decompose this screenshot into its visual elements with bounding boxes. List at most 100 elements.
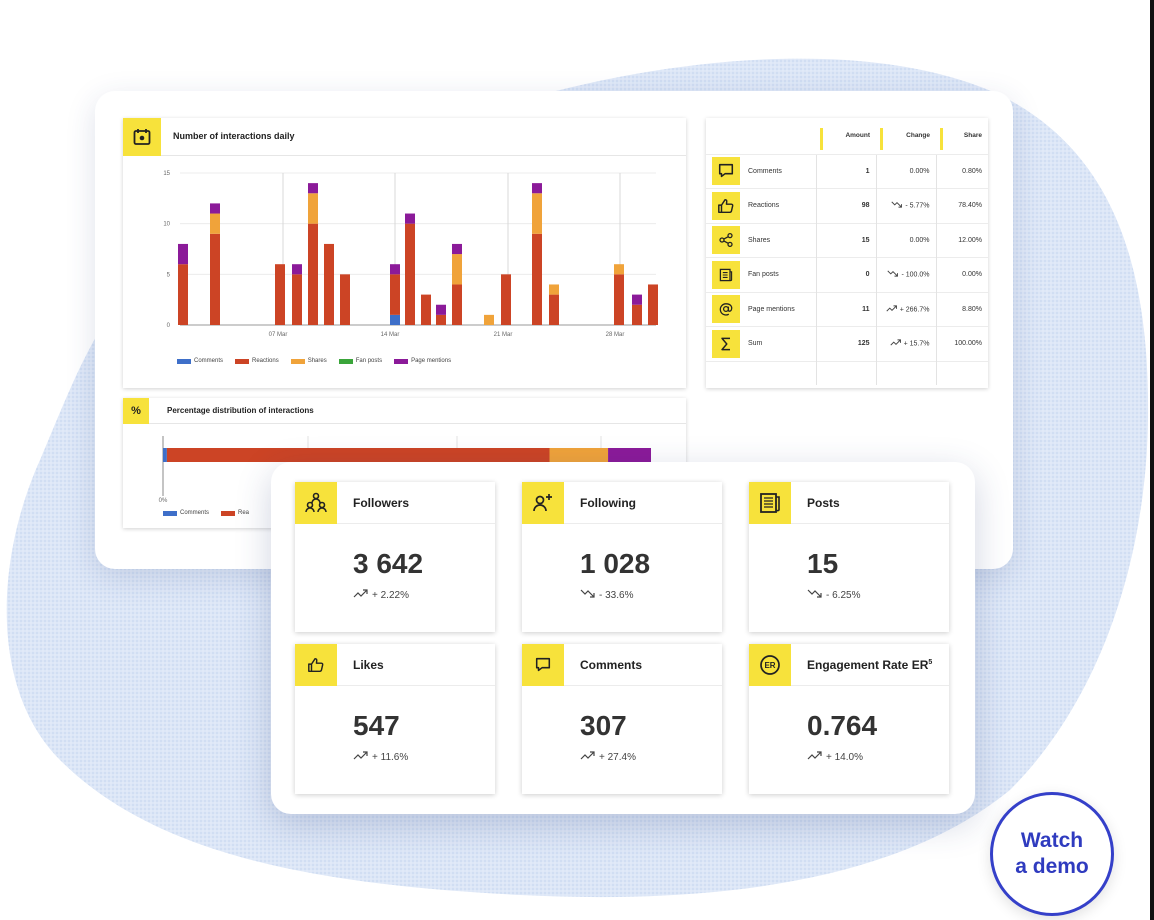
bar-segment xyxy=(292,264,302,275)
bar-segment xyxy=(549,448,609,462)
kpi-header: Followers xyxy=(295,482,495,524)
legend-item: Fan posts xyxy=(338,358,382,364)
sigma-icon xyxy=(712,329,740,358)
bar-segment xyxy=(275,264,285,325)
table-header: Change xyxy=(876,118,936,154)
bar-segment xyxy=(532,193,542,234)
change-cell: + 15.7% xyxy=(875,326,936,361)
kpi-value: 0.764 xyxy=(807,710,878,741)
bar-segment xyxy=(178,243,188,265)
x-tick-label: 07 Mar xyxy=(269,332,288,338)
kpi-value: 15 xyxy=(807,548,839,579)
share-cell: 78.40% xyxy=(935,188,988,223)
thumbs-up-icon xyxy=(712,191,740,220)
table-row: Reactions 98- 5.77% 78.40% xyxy=(706,188,988,223)
kpi-header: Following xyxy=(522,482,722,524)
kpi-change: - 6.25% xyxy=(807,589,860,601)
trend-down-icon xyxy=(887,269,899,280)
comment-icon xyxy=(522,644,564,686)
kpi-title: Comments xyxy=(580,658,643,672)
table-header: Share xyxy=(936,118,988,154)
trend-up-icon xyxy=(353,751,369,763)
legend-item: Page mentions xyxy=(394,358,451,364)
kpi-change: - 33.6% xyxy=(580,589,633,601)
bar-segment xyxy=(452,254,462,285)
trend-up-icon xyxy=(580,751,596,763)
watch-demo-button[interactable]: Watch a demo xyxy=(990,792,1114,916)
at-sign-icon xyxy=(712,295,740,324)
x-tick-label: 14 Mar xyxy=(381,332,400,338)
row-label: Sum xyxy=(748,340,763,348)
share-cell: 100.00% xyxy=(935,326,988,361)
y-tick-label: 15 xyxy=(163,171,170,177)
bar-segment xyxy=(452,284,462,325)
kpi-title: Engagement Rate ER5 xyxy=(807,658,933,672)
bar-segment xyxy=(614,274,624,325)
amount-cell: 0 xyxy=(815,257,876,292)
change-cell: - 5.77% xyxy=(875,188,936,223)
calendar-icon xyxy=(123,118,161,156)
x-tick-label: 0% xyxy=(159,498,168,504)
er-icon: ER xyxy=(749,644,791,686)
panel-header: % Percentage distribution of interaction… xyxy=(123,398,686,424)
bar-segment xyxy=(308,193,318,224)
table-row: Comments 1 0.00% 0.80% xyxy=(706,153,988,189)
legend-item: Shares xyxy=(290,358,327,364)
amount-cell: 125 xyxy=(815,326,876,361)
kpi-value: 3 642 xyxy=(353,548,424,579)
demo-label: a demo xyxy=(1015,855,1089,878)
kpi-tile: ER Engagement Rate ER5 0.764 + 14.0% xyxy=(749,644,949,794)
kpi-header: Comments xyxy=(522,644,722,686)
legend-item: Comments xyxy=(177,358,223,364)
y-tick-label: 0 xyxy=(167,323,171,329)
share-cell: 0.00% xyxy=(935,257,988,292)
trend-up-icon xyxy=(886,304,898,315)
bar-segment xyxy=(532,233,542,325)
change-cell: + 266.7% xyxy=(875,291,936,327)
amount-cell: 98 xyxy=(815,188,876,223)
kpi-change: + 27.4% xyxy=(580,751,636,763)
kpi-change: + 2.22% xyxy=(353,589,409,601)
panel-title: Percentage distribution of interactions xyxy=(167,406,314,415)
panel-header: Number of interactions daily xyxy=(123,118,686,156)
x-tick-label: 21 Mar xyxy=(494,332,513,338)
bar-segment xyxy=(632,294,642,305)
bar-segment xyxy=(405,223,415,325)
bar-segment xyxy=(324,243,334,325)
bar-segment xyxy=(484,314,494,325)
change-cell: 0.00% xyxy=(875,222,936,258)
row-label: Reactions xyxy=(748,202,780,210)
svg-text:ER: ER xyxy=(764,661,775,670)
kpi-value: 547 xyxy=(353,710,400,741)
kpi-header: Likes xyxy=(295,644,495,686)
kpi-value: 307 xyxy=(580,710,627,741)
bar-segment xyxy=(614,264,624,275)
bar-segment xyxy=(436,314,446,325)
kpi-tile: Posts 15 - 6.25% xyxy=(749,482,949,632)
interactions-table: Amount Change Share Comments 1 0.00% 0.80% R… xyxy=(706,118,988,385)
bar-segment xyxy=(532,183,542,194)
thumbs-up-icon xyxy=(295,644,337,686)
table-row: Fan posts 0- 100.0% 0.00% xyxy=(706,257,988,292)
daily-interactions-chart: 0 5 10 15 07 Mar 14 Mar 21 Mar 28 Mar xyxy=(163,171,658,338)
kpi-tile: Following 1 028 - 33.6% xyxy=(522,482,722,632)
kpi-title: Posts xyxy=(807,496,840,510)
share-cell: 12.00% xyxy=(935,222,988,258)
kpi-card: Followers 3 642 + 2.22% Following 1 028 - 33.… xyxy=(271,462,975,814)
bar-segment xyxy=(648,284,658,325)
table-row: Shares 15 0.00% 12.00% xyxy=(706,222,988,258)
percent-icon: % xyxy=(123,398,149,424)
bar-segment xyxy=(632,304,642,325)
panel-title: Number of interactions daily xyxy=(173,131,295,141)
daily-interactions-panel: Number of interactions daily 0 5 10 15 07 Ma… xyxy=(123,118,686,388)
comment-icon xyxy=(712,157,740,186)
legend-item: Comments xyxy=(163,510,209,516)
legend-item: Rea xyxy=(221,510,249,516)
bar-segment xyxy=(166,448,550,462)
trend-up-icon xyxy=(890,338,902,349)
bar-segment xyxy=(452,243,462,255)
trend-down-icon xyxy=(580,589,596,601)
kpi-tile: Likes 547 + 11.6% xyxy=(295,644,495,794)
kpi-header: Posts xyxy=(749,482,949,524)
amount-cell: 11 xyxy=(815,291,876,327)
